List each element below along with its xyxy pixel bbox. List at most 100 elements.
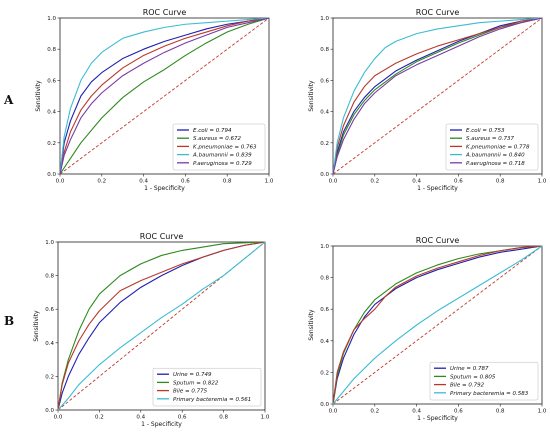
legend: Urine = 0.749 Sputum = 0.822 Bile = 0.775 P… — [152, 367, 262, 407]
row-label-a: A — [4, 93, 14, 107]
legend-entry: S.aureus = 0.737 — [466, 136, 514, 142]
x-tick-label: 1.0 — [265, 179, 274, 185]
y-tick-label: 0.8 — [320, 47, 329, 53]
roc-chart-1: ROC Curve 0.0 0.2 0.4 0.6 0.8 1.0 0.0 0.2 0.4 0.6 0… — [35, 8, 274, 192]
y-axis-label: Sensitivity — [35, 80, 42, 112]
y-axis-label: Sensitivity — [308, 309, 315, 341]
y-tick-label: 1.0 — [320, 244, 329, 250]
series-line-1 — [332, 245, 543, 405]
y-axis-label: Sensitivity — [33, 310, 40, 342]
x-axis-label: 1 - Specificity — [417, 185, 458, 192]
y-tick-label: 0.6 — [47, 78, 56, 84]
legend-entry: P.aeruginosa = 0.718 — [466, 161, 525, 167]
y-tick-label: 1.0 — [320, 16, 329, 22]
x-tick-label: 0.8 — [496, 409, 505, 415]
x-axis-label: 1 - Specificity — [144, 185, 185, 192]
legend-entry: S.aureus = 0.672 — [193, 136, 241, 142]
roc-chart-2: ROC Curve 0.0 0.2 0.4 0.6 0.8 1.0 0.0 0.2 0.4 0.6 0… — [308, 8, 547, 192]
plot-frame — [332, 17, 543, 175]
legend-box — [429, 361, 539, 401]
series-line-4 — [57, 241, 266, 411]
y-tick-label: 0.0 — [47, 172, 56, 178]
x-tick-label: 0.0 — [56, 179, 65, 185]
legend-entry: E.coli = 0.753 — [466, 128, 505, 134]
y-tick-label: 0.4 — [320, 110, 329, 116]
x-tick-label: 0.0 — [329, 409, 338, 415]
series-line-5 — [59, 17, 270, 175]
legend-entry: Urine = 0.787 — [450, 366, 489, 372]
legend: E.coli = 0.794 S.aureus = 0.672 K.pneumoni… — [172, 123, 266, 171]
series-line-4 — [59, 17, 270, 175]
chance-diagonal-line — [332, 17, 543, 175]
y-tick-label: 0.2 — [45, 374, 54, 380]
plot-frame — [57, 241, 266, 411]
x-tick-label: 0.6 — [454, 409, 463, 415]
y-tick-label: 0.2 — [320, 141, 329, 147]
legend-entry: P.aeruginosa = 0.729 — [193, 161, 252, 167]
y-tick-label: 0.2 — [47, 141, 56, 147]
series-line-5 — [332, 17, 543, 175]
legend: Urine = 0.787 Sputum = 0.805 Bile = 0.792 P… — [429, 361, 539, 401]
legend-entry: A.baumannii = 0.839 — [192, 153, 252, 159]
x-tick-label: 1.0 — [538, 179, 547, 185]
x-tick-label: 0.6 — [181, 179, 190, 185]
series-line-3 — [332, 245, 543, 405]
chance-diagonal-line — [59, 17, 270, 175]
series-line-3 — [59, 17, 270, 175]
x-tick-label: 0.4 — [412, 179, 421, 185]
legend-entry: Primary bacteremia = 0.583 — [450, 391, 529, 397]
series-line-4 — [332, 17, 543, 175]
y-tick-label: 0.4 — [45, 341, 54, 347]
x-tick-label: 0.4 — [136, 415, 145, 421]
y-tick-label: 0.0 — [320, 402, 329, 408]
x-tick-label: 0.6 — [178, 415, 187, 421]
legend: E.coli = 0.753 S.aureus = 0.737 K.pneumoni… — [445, 123, 539, 171]
x-tick-label: 1.0 — [261, 415, 270, 421]
legend-box — [445, 123, 539, 171]
chart-title: ROC Curve — [140, 232, 184, 241]
chance-diagonal-line — [332, 245, 543, 405]
roc-chart-3: ROC Curve 0.0 0.2 0.4 0.6 0.8 1.0 0.0 0.2 0.4 0.6 0… — [33, 232, 270, 428]
y-tick-label: 0.2 — [320, 370, 329, 376]
x-tick-label: 0.2 — [97, 179, 106, 185]
chart-title: ROC Curve — [416, 8, 460, 17]
x-tick-label: 0.4 — [139, 179, 148, 185]
y-tick-label: 0.8 — [47, 47, 56, 53]
x-tick-label: 0.8 — [219, 415, 228, 421]
x-tick-label: 1.0 — [538, 409, 547, 415]
x-tick-label: 0.0 — [329, 179, 338, 185]
x-tick-label: 0.2 — [370, 179, 379, 185]
series-line-1 — [332, 17, 543, 175]
y-tick-label: 1.0 — [47, 16, 56, 22]
series-line-4 — [332, 245, 543, 405]
x-tick-label: 0.8 — [223, 179, 232, 185]
series-line-3 — [57, 241, 266, 411]
y-axis-label: Sensitivity — [308, 80, 315, 112]
y-tick-label: 0.6 — [320, 307, 329, 313]
y-tick-label: 0.4 — [47, 110, 56, 116]
x-tick-label: 0.4 — [412, 409, 421, 415]
chart-title: ROC Curve — [143, 8, 187, 17]
y-tick-label: 1.0 — [45, 240, 54, 246]
x-tick-label: 0.2 — [95, 415, 104, 421]
series-line-3 — [332, 17, 543, 175]
plot-frame — [59, 17, 270, 175]
y-tick-label: 0.6 — [45, 307, 54, 313]
legend-entry: Urine = 0.749 — [173, 372, 212, 378]
x-tick-label: 0.8 — [496, 179, 505, 185]
legend-entry: Bile = 0.792 — [450, 383, 485, 389]
legend-entry: Sputum = 0.805 — [450, 374, 496, 380]
series-line-2 — [57, 241, 266, 411]
y-tick-label: 0.8 — [320, 276, 329, 282]
legend-entry: K.pneumoniae = 0.763 — [193, 144, 257, 150]
legend-entry: A.baumannii = 0.840 — [465, 153, 525, 159]
row-label-b: B — [4, 314, 15, 328]
legend-entry: E.coli = 0.794 — [193, 128, 232, 134]
x-tick-label: 0.2 — [370, 409, 379, 415]
legend-entry: K.pneumoniae = 0.778 — [466, 144, 530, 150]
y-tick-label: 0.8 — [45, 274, 54, 280]
x-axis-label: 1 - Specificity — [141, 421, 182, 428]
legend-box — [172, 123, 266, 171]
x-axis-label: 1 - Specificity — [417, 415, 458, 422]
